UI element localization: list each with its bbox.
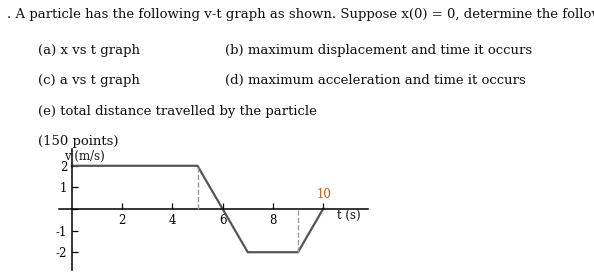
Text: 10: 10 bbox=[317, 188, 332, 201]
Text: (d) maximum acceleration and time it occurs: (d) maximum acceleration and time it occ… bbox=[208, 74, 526, 87]
Text: (150 points): (150 points) bbox=[21, 135, 118, 148]
Text: (a) x vs t graph: (a) x vs t graph bbox=[21, 44, 140, 57]
Text: . A particle has the following v-t graph as shown. Suppose x(0) = 0, determine t: . A particle has the following v-t graph… bbox=[7, 8, 594, 21]
Text: t (s): t (s) bbox=[337, 210, 361, 223]
Text: (b) maximum displacement and time it occurs: (b) maximum displacement and time it occ… bbox=[208, 44, 532, 57]
Text: (c) a vs t graph: (c) a vs t graph bbox=[21, 74, 140, 87]
Text: (e) total distance travelled by the particle: (e) total distance travelled by the part… bbox=[21, 104, 317, 117]
Text: v (m/s): v (m/s) bbox=[64, 150, 105, 163]
